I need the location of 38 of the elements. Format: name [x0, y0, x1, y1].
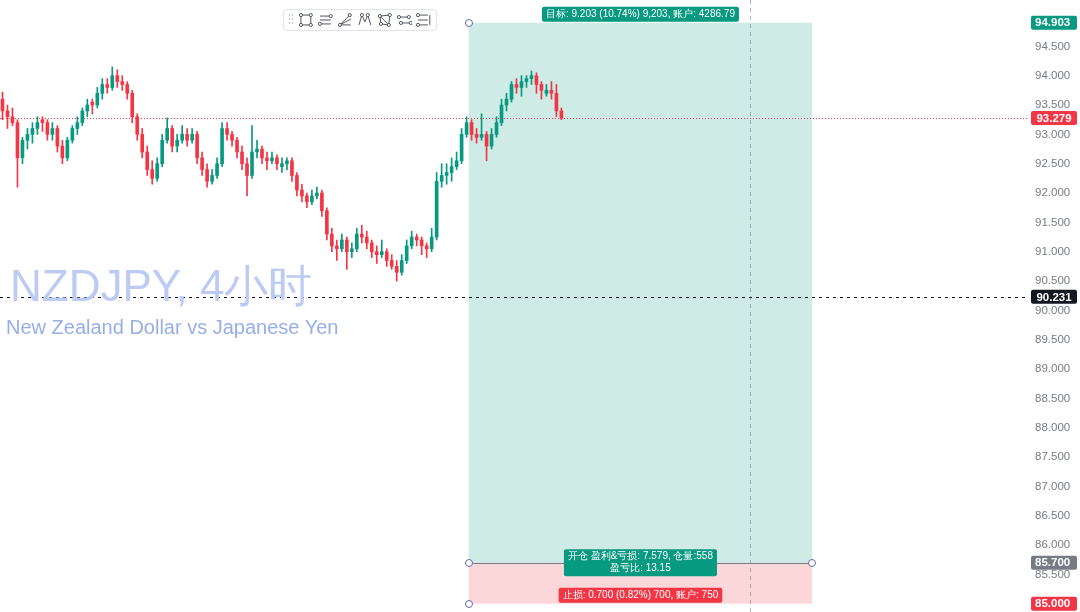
candlestick — [359, 224, 364, 244]
y-tick-label: 89.000 — [1035, 362, 1071, 375]
y-tick-label: 85.500 — [1035, 567, 1071, 580]
candlestick — [374, 245, 379, 264]
y-tick-label: 85.700 — [1035, 555, 1071, 568]
text: NZDJPY, 4小时 — [10, 261, 313, 310]
candlestick — [424, 242, 429, 258]
candlestick — [265, 151, 269, 170]
y-tick-label: 92.000 — [1035, 186, 1071, 199]
ref-line-label: 90.231 — [1036, 290, 1073, 303]
annotation: 止损: 0.700 (0.82%) 700, 账户: 750 — [562, 589, 719, 601]
y-tick-label: 89.500 — [1035, 332, 1071, 345]
y-tick-label: 94.500 — [1035, 39, 1071, 52]
text: New Zealand Dollar vs Japanese Yen — [6, 315, 339, 339]
ref-line-label: 93.279 — [1036, 111, 1072, 124]
y-tick-label: 92.500 — [1035, 156, 1071, 169]
y-tick-label: 86.500 — [1035, 508, 1071, 521]
y-tick-label: 94.903 — [1035, 15, 1071, 28]
y-tick-label: 86.000 — [1035, 538, 1071, 551]
candlestick — [105, 78, 110, 94]
y-tick-label: 94.000 — [1035, 68, 1071, 81]
candlestick — [90, 98, 95, 115]
candlestick — [335, 239, 339, 261]
y-tick-label: 91.000 — [1035, 244, 1071, 257]
y-tick-label: 88.500 — [1035, 391, 1071, 404]
y-tick-label: 90.000 — [1035, 303, 1071, 316]
y-tick-label: 87.500 — [1035, 450, 1071, 463]
y-tick-label: 85.000 — [1035, 596, 1071, 609]
candlestick — [255, 139, 259, 159]
y-tick-label: 88.000 — [1035, 420, 1071, 433]
y-tick-label: 93.000 — [1035, 127, 1071, 140]
y-tick-label: 91.500 — [1035, 215, 1071, 228]
annotation: 开仓 盈利&亏损: 7.579, 仓量:558 盈亏比: 13.15 — [567, 550, 714, 574]
y-tick-label: 87.000 — [1035, 479, 1071, 492]
y-tick-label: 93.500 — [1035, 98, 1071, 111]
y-tick-label: 90.500 — [1035, 274, 1071, 287]
annotation: 目标: 9.203 (10.74%) 9,203, 账户: 4286.79 — [545, 7, 736, 19]
candlestick — [379, 239, 384, 258]
